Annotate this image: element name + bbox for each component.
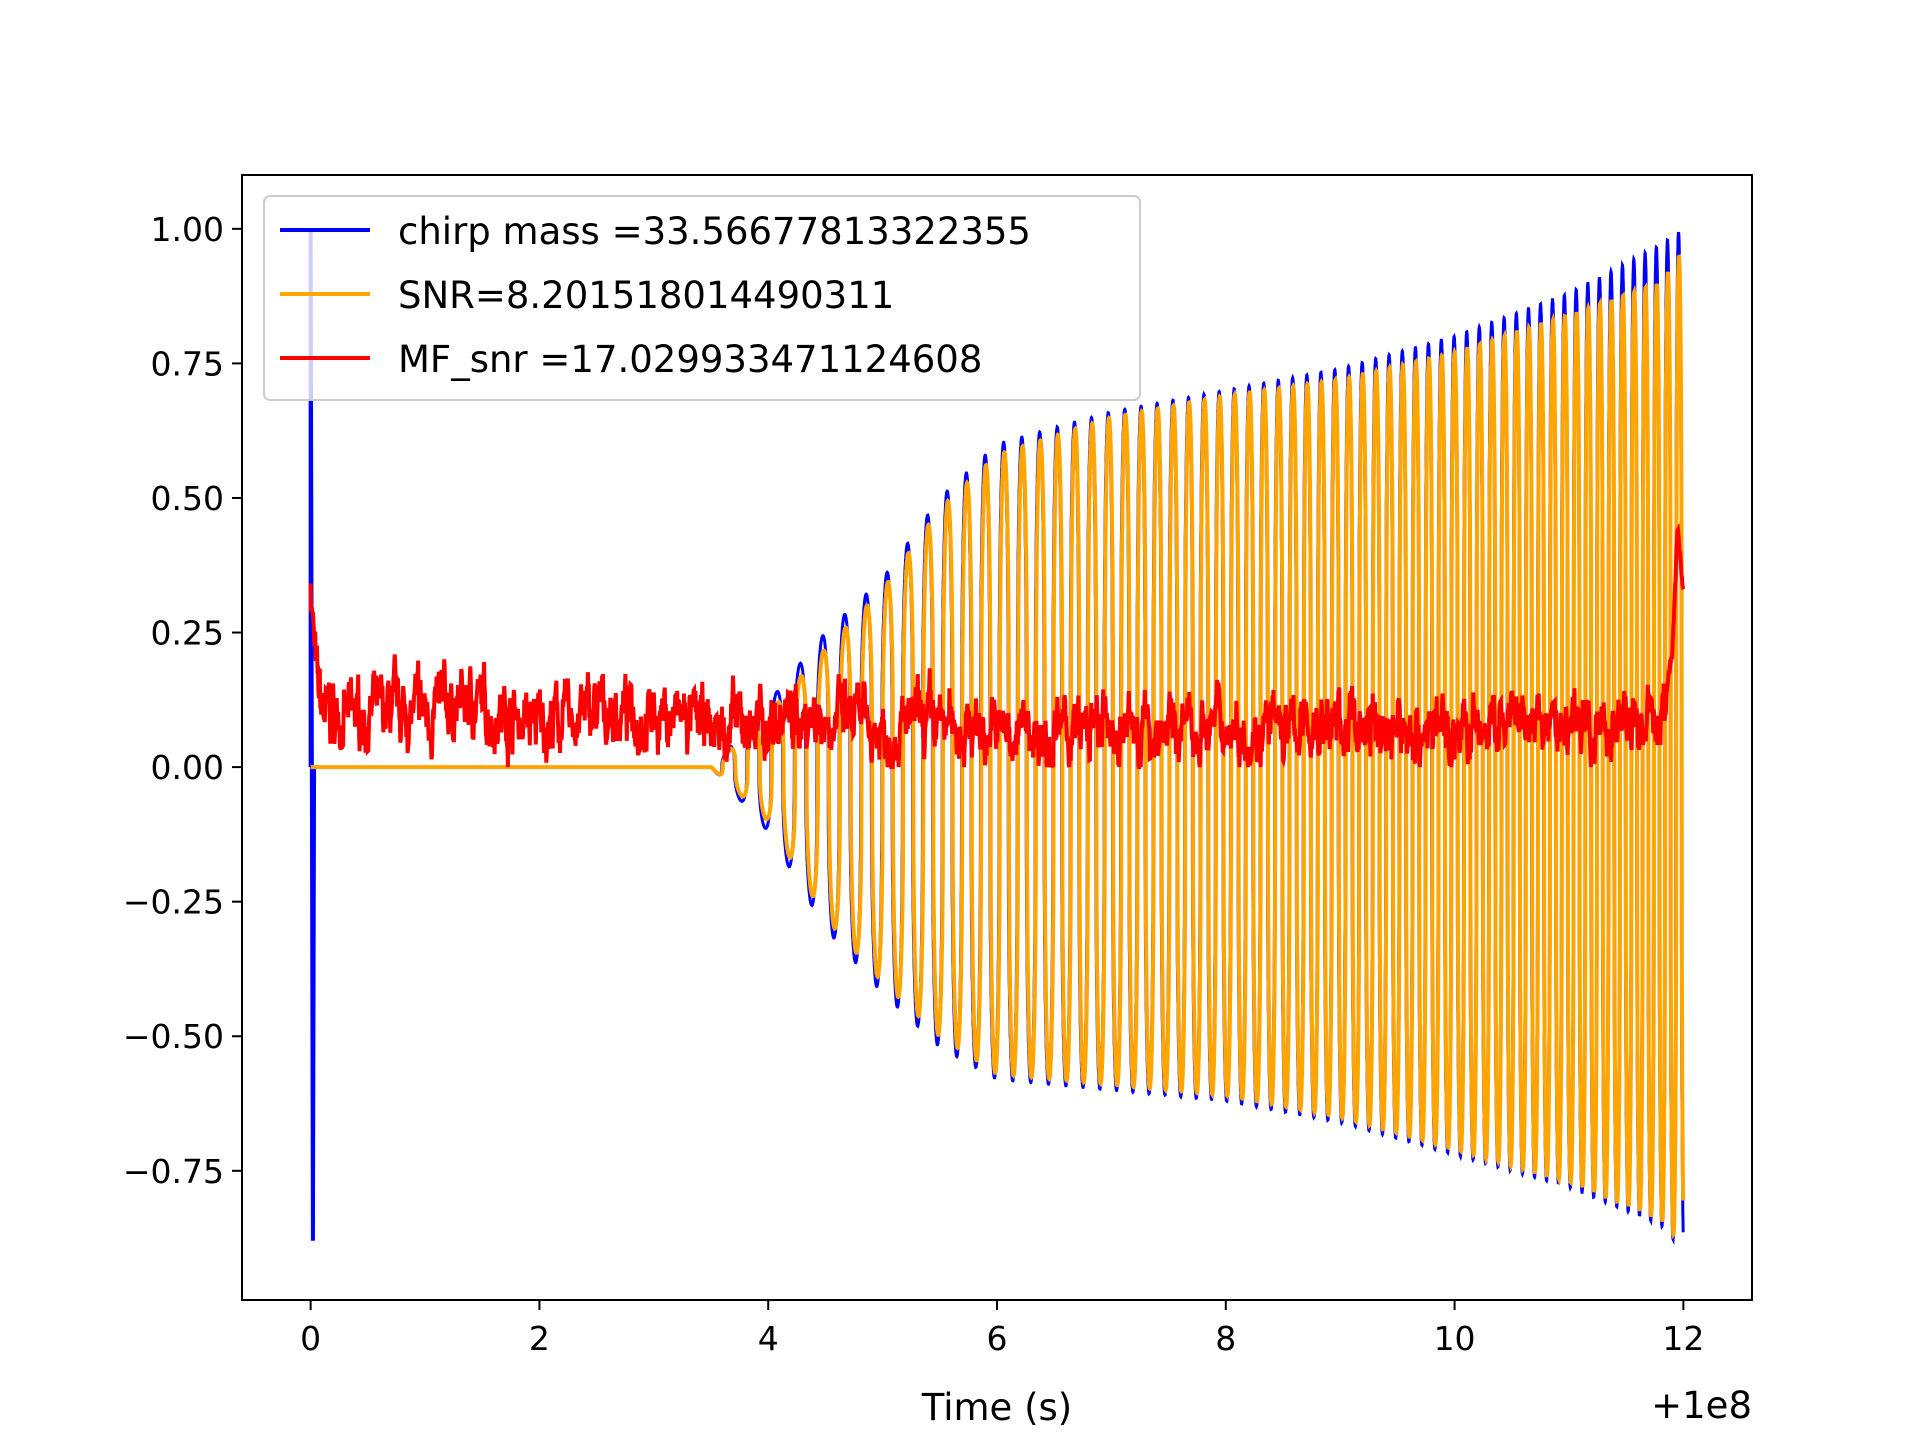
x-tick-label: 10	[1434, 1319, 1476, 1358]
series-layer	[308, 228, 1686, 1246]
legend: chirp mass =33.56677813322355 SNR=8.2015…	[263, 195, 1141, 401]
x-tick-label: 2	[529, 1319, 550, 1358]
x-tick-label: 8	[1215, 1319, 1236, 1358]
x-axis-label: Time (s)	[921, 1386, 1072, 1429]
x-tick-label: 4	[758, 1319, 779, 1358]
y-tick-label: 0.00	[151, 748, 224, 787]
y-tick-label: −0.75	[123, 1152, 224, 1191]
x-tick-label: 12	[1662, 1319, 1704, 1358]
legend-frame	[263, 195, 1141, 401]
y-tick-label: −0.25	[123, 883, 224, 922]
series-line-mf-snr	[308, 523, 1686, 770]
x-tick-label: 6	[987, 1319, 1008, 1358]
y-tick-label: 0.25	[151, 614, 224, 653]
legend-label-snr: SNR=8.201518014490311	[398, 274, 894, 317]
y-tick-label: −0.50	[123, 1017, 224, 1056]
series-spike-chirp	[308, 228, 317, 1241]
x-tick-label: 0	[300, 1319, 321, 1358]
y-tick-label: 1.00	[151, 210, 224, 249]
x-offset-label: +1e8	[1651, 1384, 1752, 1427]
y-tick-label: 0.75	[151, 344, 224, 383]
series-line-snr	[310, 253, 1686, 1240]
legend-label-chirp: chirp mass =33.56677813322355	[398, 210, 1031, 253]
y-tick-label: 0.50	[151, 479, 224, 518]
ticks-layer: 0 2 4 6 8 10 12 1.00 0.75 0.50 0.25 0.00 −0.25 −0.50 −…	[123, 210, 1705, 1358]
legend-label-mf: MF_snr =17.029933471124608	[398, 338, 982, 381]
